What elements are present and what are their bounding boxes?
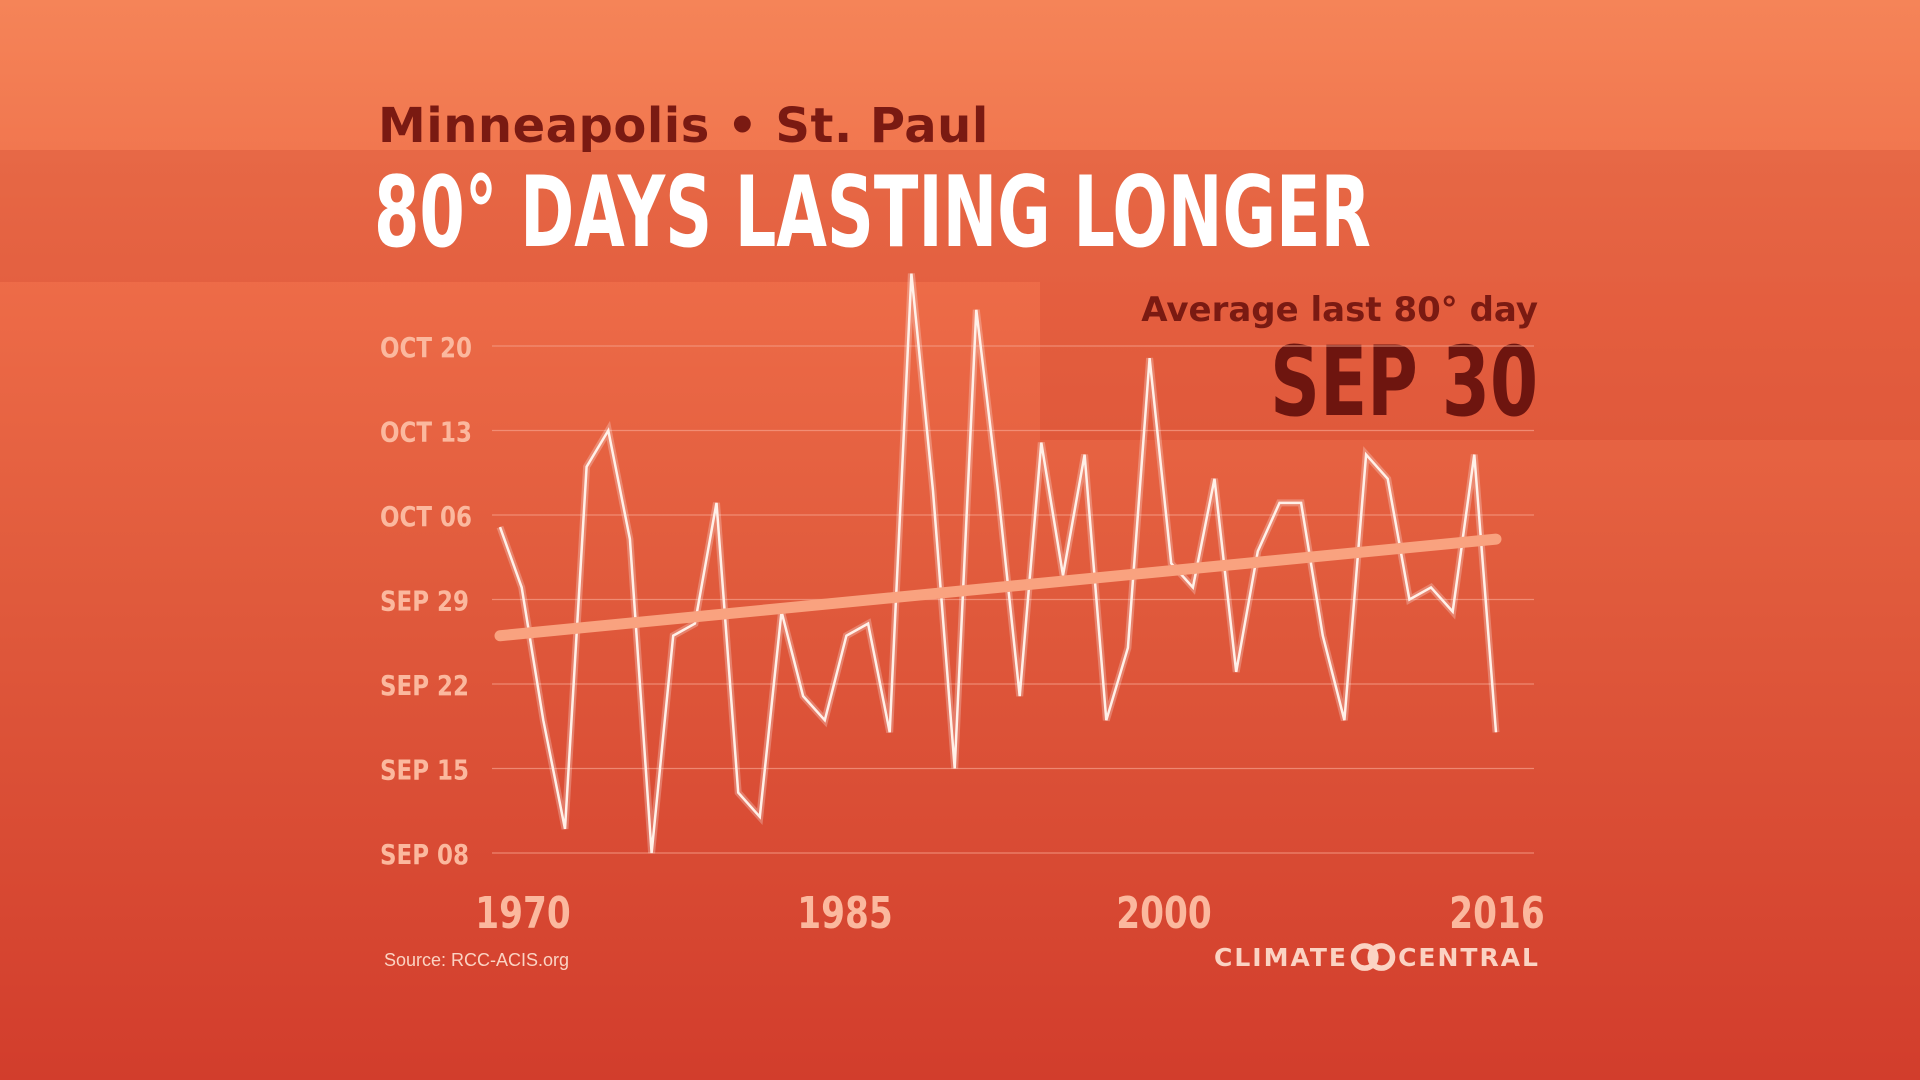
y-tick-label: SEP 15 (380, 754, 469, 787)
climate-central-logo: CLIMATE CENTRAL (1214, 935, 1540, 979)
logo-text-right: CENTRAL (1398, 942, 1540, 972)
x-tick-label: 2016 (1449, 888, 1544, 939)
series-line (498, 273, 1498, 854)
logo-text-left: CLIMATE (1214, 942, 1348, 972)
logo-rings-icon (1350, 943, 1396, 971)
x-axis-ticks: 1970 1985 2000 2016 (475, 888, 1544, 939)
series-line-glow (496, 273, 1500, 854)
average-value: SEP 30 (1270, 326, 1538, 438)
y-tick-label: SEP 22 (380, 670, 469, 703)
trend-line-group (494, 533, 1502, 642)
y-tick-label: OCT 20 (380, 332, 472, 365)
chart-subtitle: Minneapolis • St. Paul (378, 98, 989, 154)
average-label: Average last 80° day (1141, 290, 1538, 330)
y-tick-label: SEP 29 (380, 585, 469, 618)
x-tick-label: 1985 (797, 888, 892, 939)
y-tick-label: SEP 08 (380, 839, 469, 872)
x-tick-label: 1970 (475, 888, 570, 939)
y-tick-label: OCT 06 (380, 501, 472, 534)
chart-title: 80° DAYS LASTING LONGER (374, 156, 1371, 270)
data-series (496, 273, 1500, 854)
x-tick-label: 2000 (1116, 888, 1211, 939)
y-tick-label: OCT 13 (380, 416, 472, 449)
trend-line (494, 533, 1502, 642)
y-axis-ticks: SEP 08 SEP 15 SEP 22 SEP 29 OCT 06 OCT 13 OCT … (380, 332, 472, 872)
source-note: Source: RCC-ACIS.org (384, 950, 570, 970)
